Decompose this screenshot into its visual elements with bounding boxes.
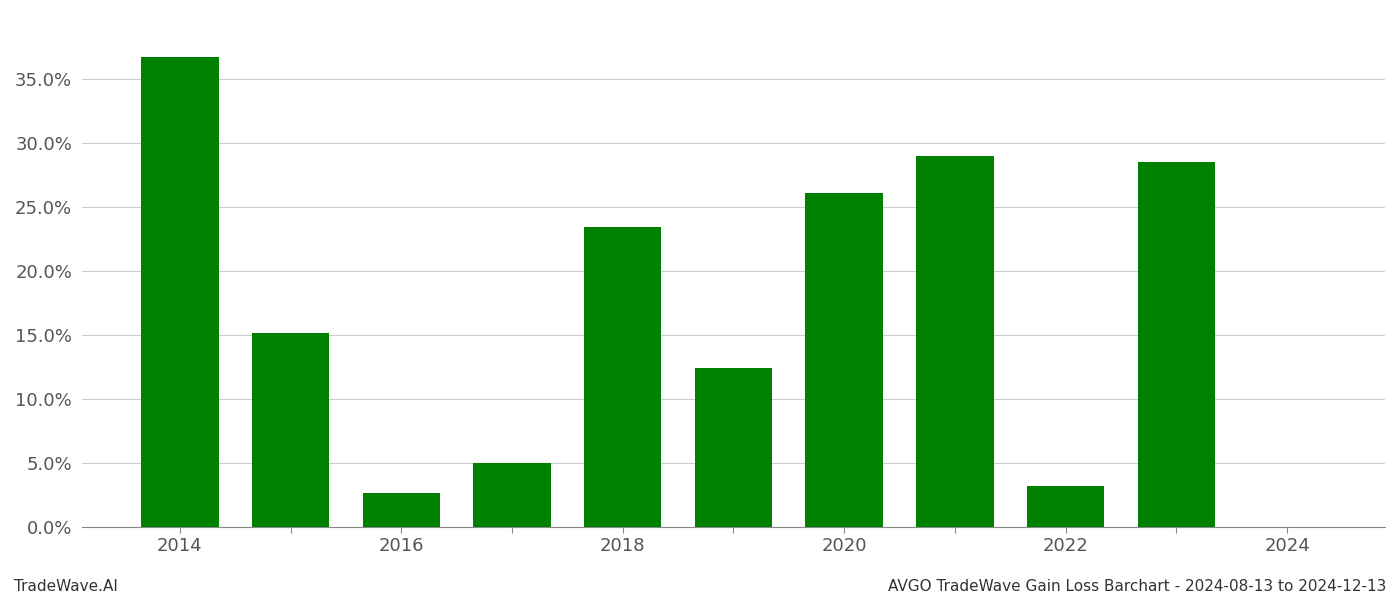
Text: AVGO TradeWave Gain Loss Barchart - 2024-08-13 to 2024-12-13: AVGO TradeWave Gain Loss Barchart - 2024… — [888, 579, 1386, 594]
Bar — [1026, 485, 1105, 527]
Bar — [805, 193, 883, 527]
Bar — [694, 368, 773, 527]
Bar — [1138, 162, 1215, 527]
Bar — [584, 227, 661, 527]
Bar — [252, 334, 329, 527]
Bar — [916, 155, 994, 527]
Text: TradeWave.AI: TradeWave.AI — [14, 579, 118, 594]
Bar — [473, 463, 550, 527]
Bar — [363, 493, 440, 527]
Bar — [141, 57, 218, 527]
